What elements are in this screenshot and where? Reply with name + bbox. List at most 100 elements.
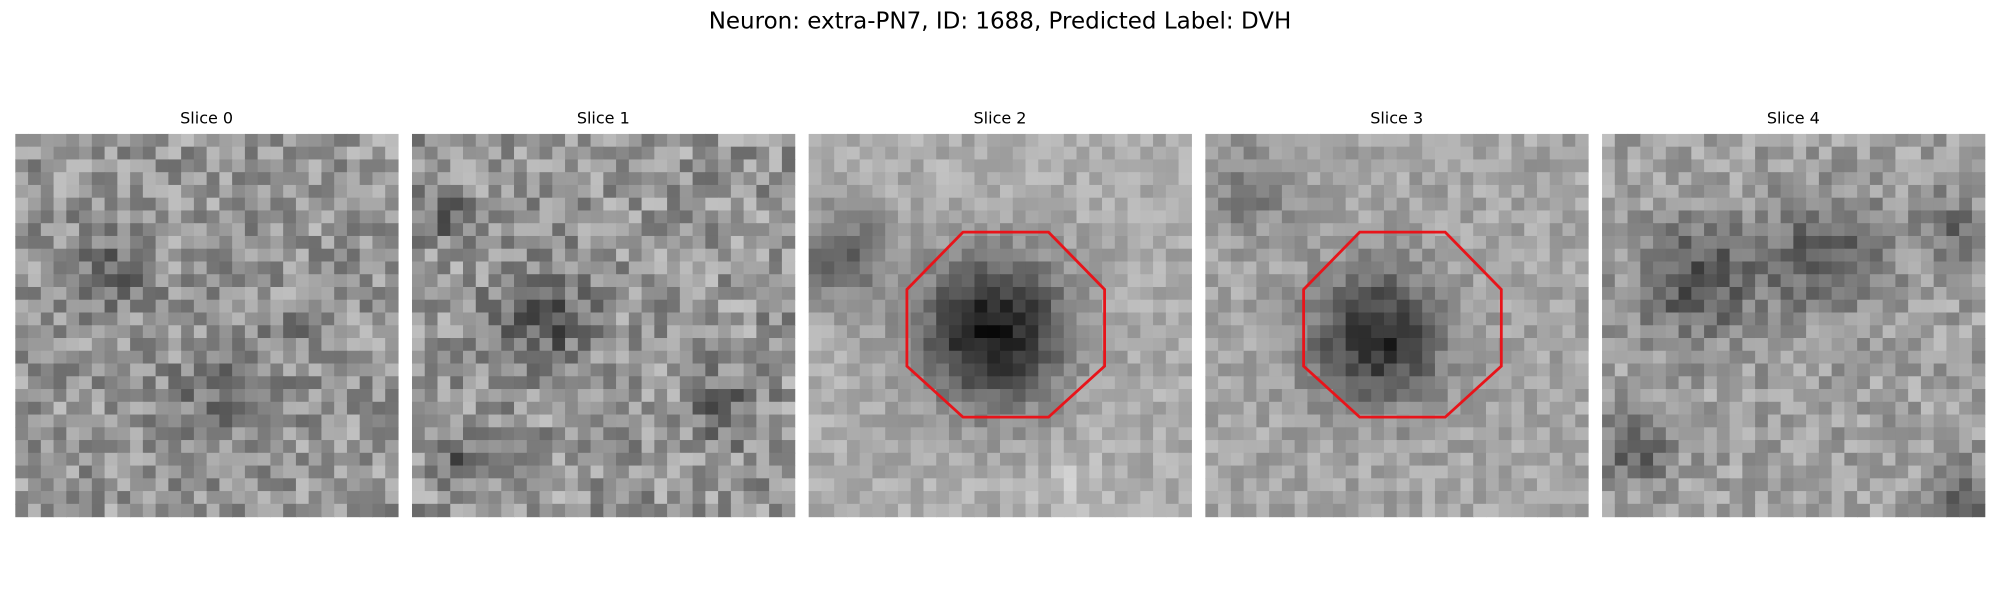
pixel (692, 261, 706, 275)
pixel (79, 210, 93, 224)
pixel (628, 427, 643, 441)
pixel (1908, 184, 1922, 199)
pixel (104, 491, 118, 505)
pixel (1575, 274, 1589, 288)
pixel (897, 159, 912, 173)
pixel (15, 325, 29, 339)
pixel (475, 286, 490, 301)
pixel (1320, 427, 1334, 441)
pixel (1627, 350, 1641, 365)
pixel (1127, 325, 1141, 339)
pixel (808, 414, 823, 428)
pixel (654, 210, 668, 224)
pixel (539, 235, 553, 250)
pixel (1780, 491, 1794, 505)
pixel (168, 312, 182, 326)
pixel (846, 159, 861, 173)
pixel (1320, 159, 1334, 173)
pixel (679, 248, 694, 263)
pixel (1806, 286, 1820, 301)
pixel (565, 338, 579, 352)
pixel (130, 146, 144, 161)
pixel (987, 401, 1001, 416)
pixel (667, 401, 681, 416)
pixel (936, 338, 950, 352)
pixel (488, 503, 502, 518)
pixel (821, 427, 835, 441)
pixel (743, 363, 757, 377)
pixel (718, 197, 732, 212)
pixel (40, 338, 55, 352)
pixel (1409, 146, 1423, 161)
pixel (846, 465, 861, 479)
pixel (1716, 197, 1731, 212)
pixel (1422, 299, 1436, 314)
pixel (219, 133, 233, 148)
pixel (1012, 312, 1027, 326)
pixel (1178, 223, 1192, 237)
pixel (834, 465, 848, 479)
pixel (1089, 427, 1103, 441)
pixel (923, 414, 937, 428)
pixel (475, 503, 490, 518)
pixel (705, 248, 719, 263)
pixel (1051, 210, 1065, 224)
pixel (539, 427, 553, 441)
pixel (424, 503, 439, 518)
pixel (334, 286, 348, 301)
pixel (1230, 401, 1245, 416)
pixel (565, 376, 579, 390)
pixel (270, 465, 284, 479)
pixel (1536, 172, 1551, 186)
pixel (283, 261, 297, 275)
pixel (872, 261, 886, 275)
pixel (1755, 363, 1769, 377)
pixel (1025, 478, 1039, 492)
pixel (104, 274, 118, 288)
pixel (130, 401, 144, 416)
pixel (437, 197, 451, 212)
pixel (1089, 338, 1103, 352)
pixel (1000, 172, 1014, 186)
pixel (1920, 350, 1935, 365)
pixel (1971, 350, 1986, 365)
pixel (66, 427, 80, 441)
pixel (1165, 503, 1180, 518)
pixel (475, 172, 490, 186)
pixel (1691, 325, 1705, 339)
pixel (1536, 210, 1551, 224)
pixel (437, 286, 451, 301)
pixel (1844, 299, 1858, 314)
pixel (1447, 338, 1462, 352)
pixel (616, 261, 630, 275)
pixel (1063, 376, 1078, 390)
pixel (628, 133, 643, 148)
pixel (603, 248, 617, 263)
pixel (1678, 248, 1692, 263)
pixel (1294, 235, 1308, 250)
pixel (117, 478, 131, 492)
pixel (1742, 503, 1756, 518)
pixel (1882, 414, 1897, 428)
pixel (1869, 452, 1884, 467)
pixel (1332, 299, 1347, 314)
pixel (1562, 325, 1576, 339)
pixel (590, 197, 604, 212)
pixel (577, 491, 592, 505)
pixel (590, 286, 604, 301)
pixel (718, 325, 732, 339)
pixel (1665, 491, 1680, 505)
pixel (1358, 299, 1372, 314)
pixel (859, 223, 874, 237)
pixel (1729, 414, 1743, 428)
pixel (552, 440, 566, 454)
pixel (1485, 491, 1500, 505)
pixel (1971, 184, 1986, 199)
pixel (1831, 235, 1845, 250)
pixel (475, 299, 490, 314)
pixel (1806, 312, 1820, 326)
pixel (667, 414, 681, 428)
pixel (1831, 299, 1845, 314)
pixel (987, 376, 1001, 390)
pixel (1434, 491, 1449, 505)
